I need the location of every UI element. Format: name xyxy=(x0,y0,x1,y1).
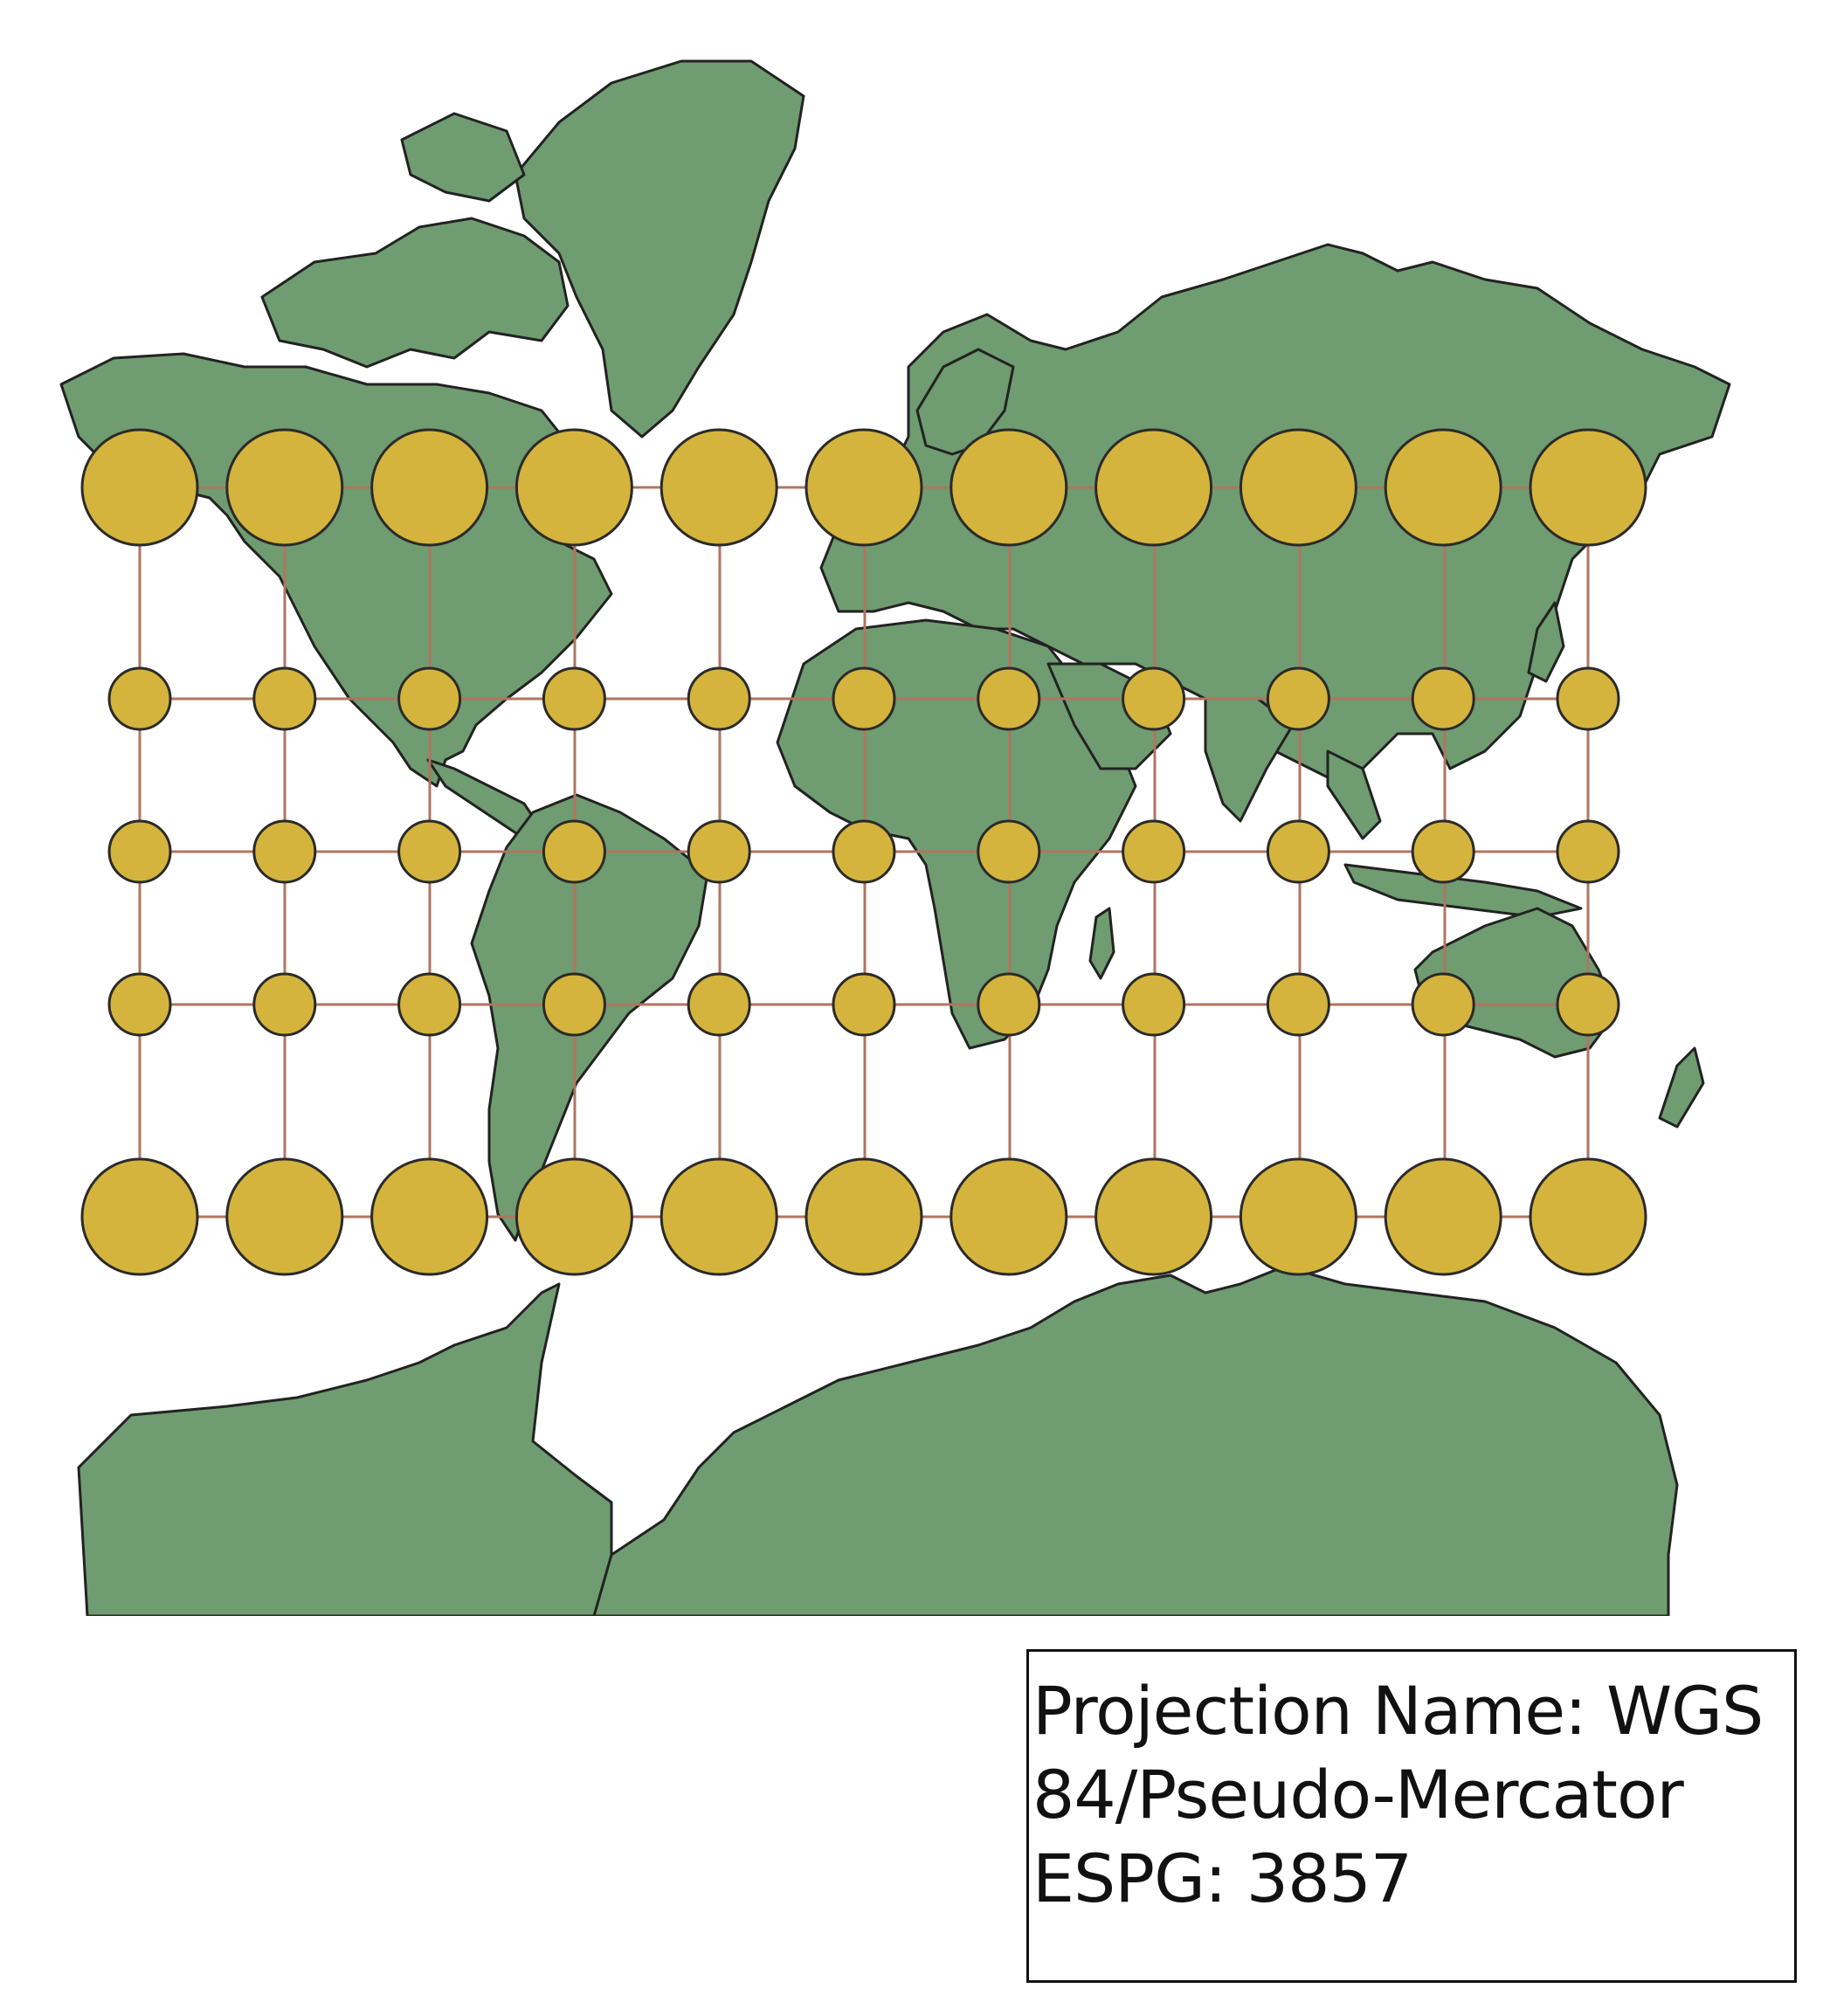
indicatrix-circle xyxy=(977,819,1041,884)
indicatrix-circle xyxy=(80,428,199,547)
indicatrix-circle xyxy=(1384,1157,1502,1276)
indicatrix-circle xyxy=(1239,1157,1357,1276)
indicatrix-circle xyxy=(397,972,462,1037)
scandinavia xyxy=(915,348,1015,456)
indicatrix-circle xyxy=(225,428,344,547)
indicatrix-circle xyxy=(1266,972,1330,1037)
india xyxy=(1204,697,1295,823)
indicatrix-circle xyxy=(1411,819,1475,884)
indicatrix-circle xyxy=(1266,666,1330,731)
indicatrix-circle xyxy=(1556,666,1620,731)
indicatrix-circle xyxy=(804,428,923,547)
indicatrix-circle xyxy=(1094,1157,1213,1276)
japan xyxy=(1527,601,1565,683)
indicatrix-circle xyxy=(107,972,172,1037)
indicatrix-circle xyxy=(107,819,172,884)
indicatrix-circle xyxy=(949,1157,1068,1276)
indicatrix-circle xyxy=(832,972,896,1037)
indicatrix-circle xyxy=(1122,666,1186,731)
indicatrix-circle xyxy=(977,666,1041,731)
indicatrix-circle xyxy=(542,819,606,884)
indicatrix-circle xyxy=(1529,1157,1647,1276)
indicatrix-circle xyxy=(1239,428,1357,547)
indicatrix-circle xyxy=(1094,428,1213,547)
greenland xyxy=(514,59,805,438)
indicatrix-circle xyxy=(977,972,1041,1037)
projection-legend: Projection Name: WGS 84/Pseudo-Mercator … xyxy=(1026,1649,1797,1983)
indicatrix-circle xyxy=(252,972,317,1037)
indicatrix-circle xyxy=(542,972,606,1037)
indicatrix-circle xyxy=(804,1157,923,1276)
antarctica xyxy=(77,1282,613,1616)
indicatrix-circle xyxy=(659,428,778,547)
indicatrix-circle xyxy=(1411,666,1475,731)
world-map xyxy=(59,59,1731,1616)
indicatrix-circle xyxy=(107,666,172,731)
indicatrix-circle xyxy=(1384,428,1502,547)
indicatrix-circle xyxy=(252,666,317,731)
legend-line-2: 84/Pseudo-Mercator xyxy=(1032,1756,1684,1833)
antarctica-east xyxy=(592,1265,1679,1616)
legend-line-3: ESPG: 3857 xyxy=(1032,1840,1412,1917)
indicatrix-circle xyxy=(832,666,896,731)
legend-line-1: Projection Name: WGS xyxy=(1032,1672,1764,1750)
indicatrix-circle xyxy=(370,1157,489,1276)
indicatrix-circle xyxy=(370,428,489,547)
indicatrix-circle xyxy=(80,1157,199,1276)
indicatrix-circle xyxy=(1556,972,1620,1037)
madagascar xyxy=(1088,907,1115,980)
indicatrix-circle xyxy=(1411,972,1475,1037)
indicatrix-circle xyxy=(687,972,751,1037)
indicatrix-circle xyxy=(252,819,317,884)
indicatrix-circle xyxy=(225,1157,344,1276)
indicatrix-circle xyxy=(1556,819,1620,884)
indicatrix-circle xyxy=(397,666,462,731)
indicatrix-circle xyxy=(514,428,633,547)
indicatrix-circle xyxy=(1529,428,1647,547)
arctic-islands xyxy=(260,217,570,369)
indicatrix-circle xyxy=(659,1157,778,1276)
indicatrix-circle xyxy=(949,428,1068,547)
indicatrix-circle xyxy=(542,666,606,731)
southeast-asia xyxy=(1326,749,1382,840)
indicatrix-circle xyxy=(1122,819,1186,884)
tissot-indicatrices xyxy=(80,428,1647,1276)
indicatrix-circle xyxy=(687,666,751,731)
baffin-island xyxy=(400,112,526,203)
indicatrix-circle xyxy=(1266,819,1330,884)
indicatrix-circle xyxy=(1122,972,1186,1037)
indicatrix-circle xyxy=(832,819,896,884)
indicatrix-circle xyxy=(687,819,751,884)
indicatrix-circle xyxy=(514,1157,633,1276)
indicatrix-circle xyxy=(397,819,462,884)
new-zealand xyxy=(1658,1046,1705,1129)
